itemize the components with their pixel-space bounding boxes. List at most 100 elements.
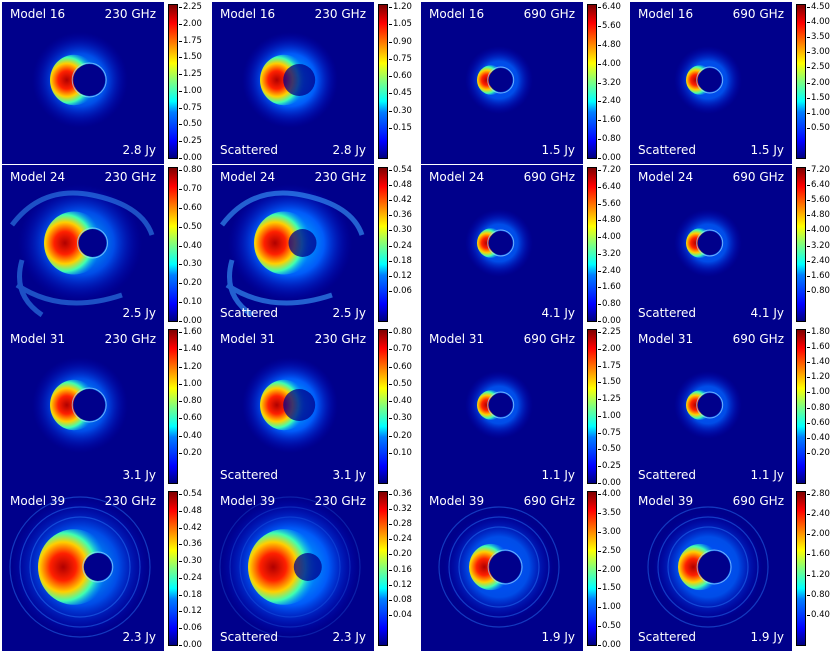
- colorbar: [587, 4, 597, 159]
- model-label: Model 24: [638, 170, 694, 184]
- colorbar-tick-label: 1.20: [807, 569, 830, 580]
- colorbar-tick-label: 4.00: [598, 489, 621, 499]
- frequency-label: 690 GHz: [732, 494, 784, 508]
- frequency-label: 690 GHz: [732, 7, 784, 21]
- colorbar-tick-label: 2.40: [807, 255, 830, 266]
- colorbar-tick-label: 2.25: [598, 327, 621, 337]
- colorbar-tick-label: 0.80: [389, 327, 412, 337]
- colorbar-tick-label: 2.00: [807, 77, 830, 88]
- colorbar-tick-label: 2.80: [807, 489, 830, 499]
- colorbar-tick-label: 1.20: [389, 2, 412, 12]
- intensity-image: [212, 489, 374, 651]
- colorbar-tick-label: 0.48: [179, 505, 202, 516]
- colorbar: [168, 4, 178, 159]
- colorbar-tick-label: 0.16: [389, 564, 412, 575]
- frequency-label: 690 GHz: [732, 170, 784, 184]
- colorbar-tick-label: 2.25: [179, 2, 202, 12]
- colorbar: [168, 491, 178, 646]
- scattered-label: Scattered: [220, 306, 279, 320]
- black-hole-shadow: [283, 64, 316, 96]
- colorbar-tick-label: 4.80: [598, 215, 621, 226]
- colorbar-tick-label: 2.40: [598, 265, 621, 276]
- colorbar-tick-label: 1.00: [807, 107, 830, 118]
- colorbar-tick-label: 0.18: [389, 255, 412, 266]
- image-panel: Model 16 230 GHz 2.8 Jy: [2, 2, 164, 164]
- colorbar: [378, 167, 388, 322]
- colorbar-tick-label: 0.00: [179, 640, 202, 650]
- colorbar-tick-label: 0.28: [389, 519, 412, 530]
- colorbar-tick-label: 0.30: [179, 556, 202, 567]
- flux-label: 1.5 Jy: [750, 143, 784, 157]
- colorbar-tick-label: 1.75: [598, 360, 621, 371]
- image-panel: Model 16 690 GHz 1.5 Jy: [421, 2, 583, 164]
- filament-ring: [458, 526, 540, 608]
- frequency-label: 690 GHz: [523, 332, 575, 346]
- black-hole-shadow: [488, 68, 513, 92]
- colorbar-tick-label: 1.00: [179, 378, 202, 389]
- colorbar-tick-label: 0.12: [179, 606, 202, 617]
- image-panel: Model 31 690 GHz Scattered 1.1 Jy: [630, 327, 792, 489]
- colorbar-tick-label: 0.06: [389, 285, 412, 296]
- outflow-streamers: [10, 190, 155, 318]
- colorbar-tick-label: 1.60: [179, 327, 202, 337]
- colorbar-tick-label: 0.12: [389, 270, 412, 281]
- colorbar-tick-label: 0.60: [807, 417, 830, 428]
- colorbar-tick-label: 0.40: [179, 240, 202, 251]
- colorbar-tick-label: 1.00: [598, 410, 621, 421]
- colorbar-tick-label: 2.40: [807, 509, 830, 520]
- flux-label: 4.1 Jy: [750, 306, 784, 320]
- colorbar-tick-label: 5.60: [598, 198, 621, 209]
- flux-label: 3.1 Jy: [122, 468, 156, 482]
- black-hole-shadow: [73, 389, 106, 421]
- photon-ring: [71, 387, 107, 423]
- colorbar-tick-label: 4.00: [598, 58, 621, 69]
- colorbar-tick-label: 2.50: [598, 545, 621, 556]
- colorbar: [796, 167, 806, 322]
- scattered-label: Scattered: [220, 630, 279, 644]
- image-panel: Model 31 690 GHz 1.1 Jy: [421, 327, 583, 489]
- image-panel: Model 31 230 GHz 3.1 Jy: [2, 327, 164, 489]
- photon-ring: [487, 66, 515, 94]
- colorbar-tick-label: 2.40: [598, 96, 621, 107]
- flux-label: 1.1 Jy: [541, 468, 575, 482]
- colorbar-tick-label: 0.75: [389, 53, 412, 64]
- colorbar-tick-label: 0.00: [598, 478, 621, 488]
- image-panel: Model 24 690 GHz Scattered 4.1 Jy: [630, 165, 792, 327]
- flux-label: 2.8 Jy: [332, 143, 366, 157]
- colorbar-tick-label: 0.00: [179, 316, 202, 326]
- scattered-label: Scattered: [638, 306, 697, 320]
- black-hole-shadow: [78, 229, 107, 257]
- colorbar-tick-label: 0.50: [598, 621, 621, 632]
- frequency-label: 690 GHz: [732, 332, 784, 346]
- colorbar-tick-label: 0.60: [389, 361, 412, 372]
- colorbar-tick-label: 0.50: [598, 444, 621, 455]
- colorbar-tick-label: 0.80: [807, 402, 830, 413]
- colorbar-tick-label: 1.25: [179, 69, 202, 80]
- colorbar-tick-label: 0.50: [179, 221, 202, 232]
- colorbar-tick-label: 0.40: [807, 432, 830, 443]
- image-panel: Model 39 690 GHz Scattered 1.9 Jy: [630, 489, 792, 651]
- colorbar-tick-label: 0.30: [389, 225, 412, 236]
- flux-label: 1.9 Jy: [750, 630, 784, 644]
- colorbar-tick-label: 0.20: [179, 447, 202, 458]
- colorbar: [378, 4, 388, 159]
- colorbar-tick-label: 0.80: [807, 285, 830, 296]
- intensity-image: [212, 2, 374, 164]
- colorbar-tick-label: 0.24: [179, 572, 202, 583]
- intensity-image: [630, 165, 792, 327]
- colorbar-tick-label: 0.00: [598, 316, 621, 326]
- colorbar-tick-label: 0.36: [389, 489, 412, 499]
- colorbar-tick-label: 0.10: [179, 297, 202, 308]
- black-hole-shadow: [288, 229, 317, 257]
- colorbar-tick-label: 1.60: [598, 115, 621, 126]
- colorbar-tick-label: 4.00: [807, 17, 830, 28]
- colorbar-tick-label: 1.60: [807, 342, 830, 353]
- filament-ring: [647, 506, 769, 628]
- frequency-label: 690 GHz: [523, 494, 575, 508]
- colorbar-tick-label: 0.30: [389, 413, 412, 424]
- colorbar-tick-label: 1.00: [179, 85, 202, 96]
- colorbar: [796, 329, 806, 484]
- black-hole-shadow: [488, 231, 513, 255]
- photon-ring: [82, 551, 114, 583]
- colorbar-tick-label: 1.50: [807, 92, 830, 103]
